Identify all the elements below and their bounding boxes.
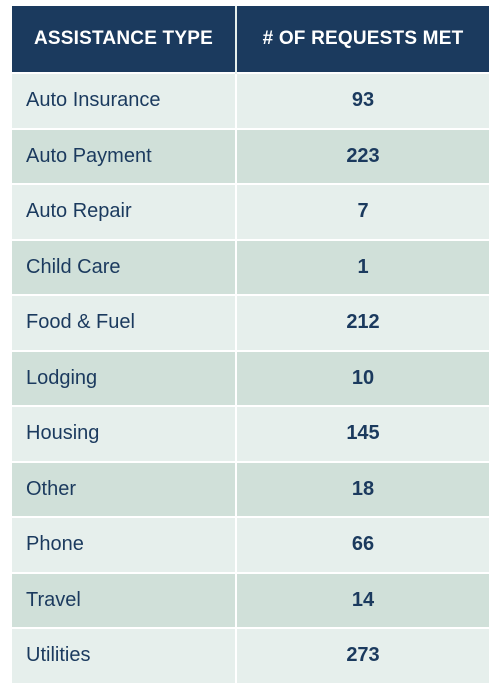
table-header: ASSISTANCE TYPE # OF REQUESTS MET bbox=[12, 6, 489, 73]
assistance-type-cell: Other bbox=[12, 460, 236, 517]
requests-met-cell: 145 bbox=[235, 405, 489, 462]
assistance-table-panel: ASSISTANCE TYPE # OF REQUESTS MET Auto I… bbox=[12, 6, 489, 688]
table-row: Housing 145 bbox=[12, 405, 489, 462]
requests-met-cell: 212 bbox=[235, 294, 489, 351]
table-row: Other 18 bbox=[12, 460, 489, 517]
assistance-type-cell: Travel bbox=[12, 571, 236, 628]
requests-met-cell: 10 bbox=[235, 349, 489, 406]
requests-met-cell: 66 bbox=[235, 516, 489, 573]
assistance-type-cell: Food & Fuel bbox=[12, 294, 236, 351]
table-row: Auto Insurance 93 bbox=[12, 72, 489, 129]
requests-met-cell: 7 bbox=[235, 183, 489, 240]
table-row: Travel 14 bbox=[12, 571, 489, 628]
requests-met-cell: 93 bbox=[235, 72, 489, 129]
table-body: Auto Insurance 93 Auto Payment 223 Auto Repa… bbox=[12, 72, 489, 683]
assistance-type-cell: Child Care bbox=[12, 238, 236, 295]
requests-met-cell: 223 bbox=[235, 127, 489, 184]
table-row: Lodging 10 bbox=[12, 349, 489, 406]
assistance-type-cell: Auto Repair bbox=[12, 183, 236, 240]
table-row: Auto Payment 223 bbox=[12, 127, 489, 184]
requests-met-cell: 273 bbox=[235, 627, 489, 683]
assistance-type-cell: Phone bbox=[12, 516, 236, 573]
assistance-type-cell: Auto Payment bbox=[12, 127, 236, 184]
assistance-type-cell: Housing bbox=[12, 405, 236, 462]
table-row: Child Care 1 bbox=[12, 238, 489, 295]
assistance-table: ASSISTANCE TYPE # OF REQUESTS MET Auto I… bbox=[12, 6, 489, 683]
header-requests-met: # OF REQUESTS MET bbox=[235, 6, 489, 73]
requests-met-cell: 18 bbox=[235, 460, 489, 517]
header-assistance-type: ASSISTANCE TYPE bbox=[12, 6, 236, 73]
table-row: Auto Repair 7 bbox=[12, 183, 489, 240]
table-row: Utilities 273 bbox=[12, 627, 489, 683]
assistance-type-cell: Lodging bbox=[12, 349, 236, 406]
assistance-type-cell: Utilities bbox=[12, 627, 236, 683]
table-row: Food & Fuel 212 bbox=[12, 294, 489, 351]
assistance-type-cell: Auto Insurance bbox=[12, 72, 236, 129]
table-row: Phone 66 bbox=[12, 516, 489, 573]
requests-met-cell: 14 bbox=[235, 571, 489, 628]
requests-met-cell: 1 bbox=[235, 238, 489, 295]
header-row: ASSISTANCE TYPE # OF REQUESTS MET bbox=[12, 6, 489, 73]
